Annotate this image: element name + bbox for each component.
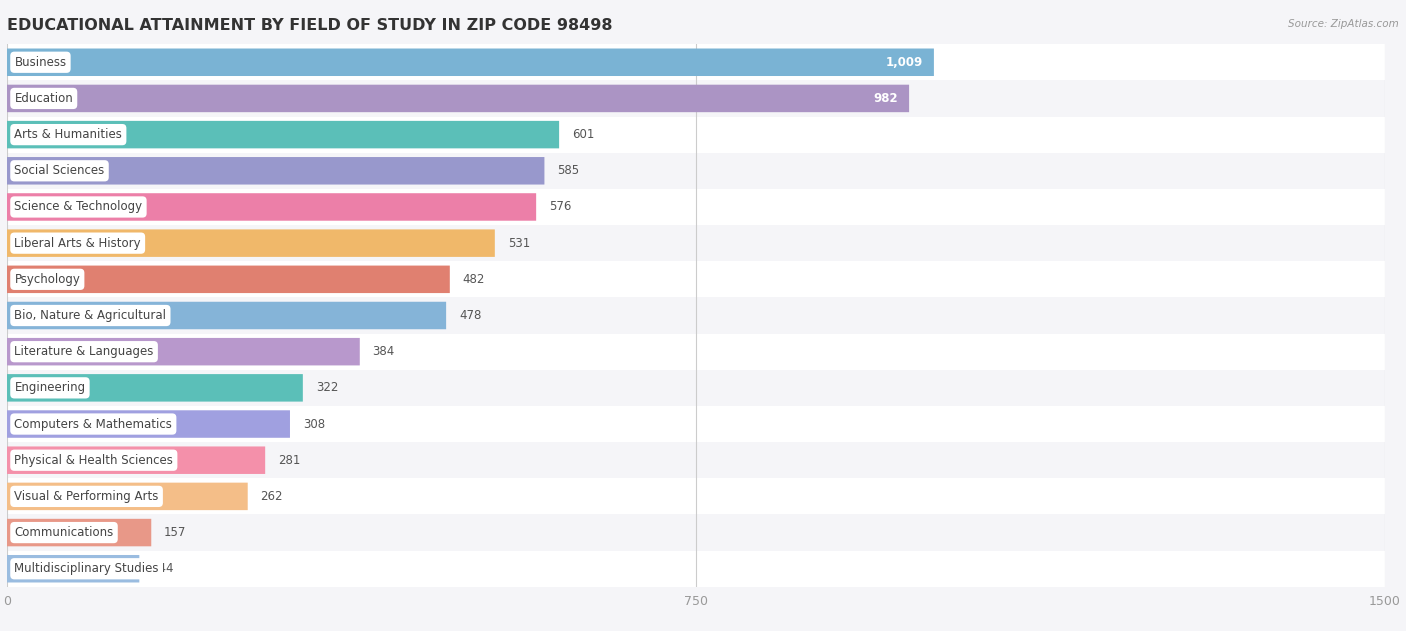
- Text: 585: 585: [557, 164, 579, 177]
- Text: Engineering: Engineering: [14, 381, 86, 394]
- Text: Liberal Arts & History: Liberal Arts & History: [14, 237, 141, 250]
- FancyBboxPatch shape: [7, 406, 1385, 442]
- Text: Psychology: Psychology: [14, 273, 80, 286]
- Text: Multidisciplinary Studies: Multidisciplinary Studies: [14, 562, 159, 575]
- FancyBboxPatch shape: [7, 261, 1385, 297]
- Text: 601: 601: [572, 128, 595, 141]
- FancyBboxPatch shape: [7, 189, 1385, 225]
- Text: 478: 478: [458, 309, 481, 322]
- FancyBboxPatch shape: [7, 374, 302, 401]
- FancyBboxPatch shape: [7, 85, 910, 112]
- FancyBboxPatch shape: [7, 302, 446, 329]
- Text: 157: 157: [165, 526, 187, 539]
- Text: Literature & Languages: Literature & Languages: [14, 345, 153, 358]
- FancyBboxPatch shape: [7, 519, 152, 546]
- Text: 384: 384: [373, 345, 395, 358]
- Text: 982: 982: [873, 92, 898, 105]
- Text: Business: Business: [14, 56, 66, 69]
- FancyBboxPatch shape: [7, 44, 1385, 80]
- FancyBboxPatch shape: [7, 551, 1385, 587]
- Text: 281: 281: [278, 454, 301, 467]
- FancyBboxPatch shape: [7, 49, 934, 76]
- Text: EDUCATIONAL ATTAINMENT BY FIELD OF STUDY IN ZIP CODE 98498: EDUCATIONAL ATTAINMENT BY FIELD OF STUDY…: [7, 18, 613, 33]
- Text: 308: 308: [302, 418, 325, 430]
- Text: 322: 322: [316, 381, 337, 394]
- Text: Visual & Performing Arts: Visual & Performing Arts: [14, 490, 159, 503]
- FancyBboxPatch shape: [7, 483, 247, 510]
- Text: Education: Education: [14, 92, 73, 105]
- FancyBboxPatch shape: [7, 266, 450, 293]
- FancyBboxPatch shape: [7, 157, 544, 184]
- Text: Computers & Mathematics: Computers & Mathematics: [14, 418, 173, 430]
- FancyBboxPatch shape: [7, 121, 560, 148]
- FancyBboxPatch shape: [7, 370, 1385, 406]
- Text: 144: 144: [152, 562, 174, 575]
- FancyBboxPatch shape: [7, 193, 536, 221]
- FancyBboxPatch shape: [7, 80, 1385, 117]
- Text: Science & Technology: Science & Technology: [14, 201, 142, 213]
- FancyBboxPatch shape: [7, 555, 139, 582]
- Text: 576: 576: [548, 201, 571, 213]
- Text: Source: ZipAtlas.com: Source: ZipAtlas.com: [1288, 19, 1399, 29]
- Text: 531: 531: [508, 237, 530, 250]
- Text: Physical & Health Sciences: Physical & Health Sciences: [14, 454, 173, 467]
- FancyBboxPatch shape: [7, 297, 1385, 334]
- FancyBboxPatch shape: [7, 447, 266, 474]
- FancyBboxPatch shape: [7, 514, 1385, 551]
- FancyBboxPatch shape: [7, 334, 1385, 370]
- FancyBboxPatch shape: [7, 225, 1385, 261]
- Text: 482: 482: [463, 273, 485, 286]
- Text: Communications: Communications: [14, 526, 114, 539]
- FancyBboxPatch shape: [7, 338, 360, 365]
- FancyBboxPatch shape: [7, 117, 1385, 153]
- FancyBboxPatch shape: [7, 153, 1385, 189]
- FancyBboxPatch shape: [7, 442, 1385, 478]
- Text: Arts & Humanities: Arts & Humanities: [14, 128, 122, 141]
- FancyBboxPatch shape: [7, 230, 495, 257]
- Text: 262: 262: [260, 490, 283, 503]
- FancyBboxPatch shape: [7, 478, 1385, 514]
- Text: Social Sciences: Social Sciences: [14, 164, 104, 177]
- Text: Bio, Nature & Agricultural: Bio, Nature & Agricultural: [14, 309, 166, 322]
- FancyBboxPatch shape: [7, 410, 290, 438]
- Text: 1,009: 1,009: [886, 56, 922, 69]
